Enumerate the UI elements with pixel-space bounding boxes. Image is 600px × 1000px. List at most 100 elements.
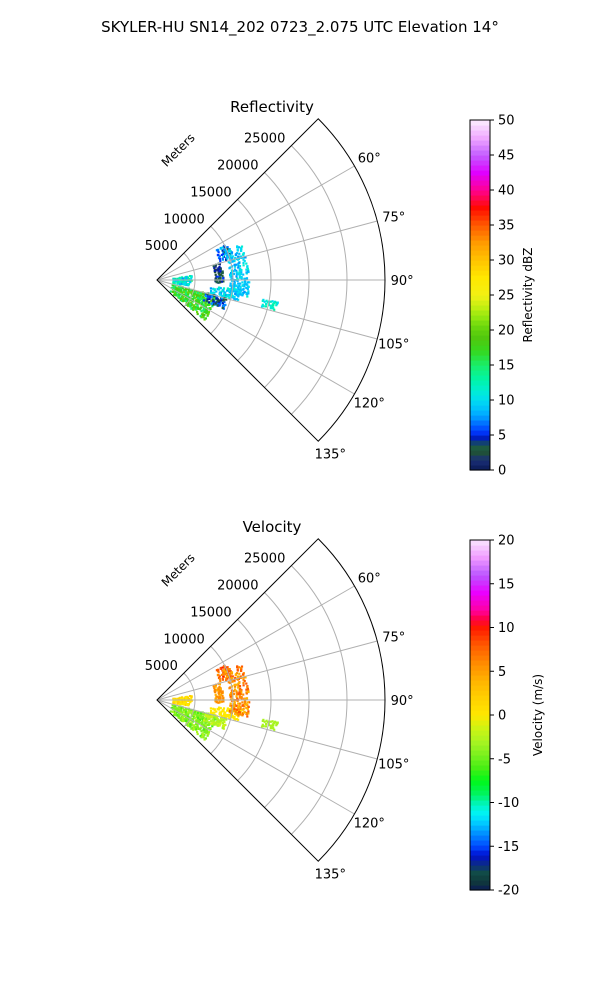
colorbar-band (470, 850, 490, 856)
colorbar-band (470, 180, 490, 186)
echo-point (226, 246, 229, 249)
echo-point (230, 273, 233, 276)
sector-outline (156, 118, 386, 442)
echo-point (208, 301, 211, 304)
echo-point (190, 695, 193, 698)
colorbar-band (470, 195, 490, 201)
echo-point (202, 316, 205, 319)
echo-point (238, 681, 241, 684)
colorbar-label: Reflectivity dBZ (521, 248, 535, 343)
echo-point (201, 300, 204, 303)
echo-point (247, 705, 250, 708)
echo-point (203, 738, 206, 741)
colorbar-band (470, 345, 490, 351)
colorbar-band (470, 770, 490, 776)
colorbar-band (470, 380, 490, 386)
echo-point (218, 699, 221, 702)
echo-point (205, 730, 208, 733)
echo-point (246, 288, 249, 291)
echo-point (270, 300, 273, 303)
echo-point (206, 293, 209, 296)
colorbar-band (470, 595, 490, 601)
colorbar-band (470, 655, 490, 661)
colorbar-band (470, 695, 490, 701)
echo-point (234, 710, 237, 713)
echo-point (207, 723, 210, 726)
colorbar-band (470, 645, 490, 651)
colorbar-band (470, 315, 490, 321)
reflectivity-colorbar: Reflectivity dBZ 0 5 10 15 20 25 30 35 40 45 50 (469, 114, 535, 479)
echo-point (269, 727, 272, 730)
echo-point (171, 290, 174, 293)
echo-point (180, 702, 183, 705)
echo-point (261, 719, 264, 722)
echo-point (178, 296, 181, 299)
echo-point (229, 670, 232, 673)
echo-point (237, 282, 240, 285)
echo-point (236, 246, 239, 249)
echo-point (236, 678, 239, 681)
azimuth-tick-label: 120° (354, 817, 385, 832)
colorbar-band (470, 855, 490, 861)
echo-point (222, 299, 225, 302)
echo-point (233, 268, 236, 271)
echo-point (238, 704, 241, 707)
echo-point (242, 711, 245, 714)
colorbar-band (470, 275, 490, 281)
echo-point (248, 701, 251, 704)
colorbar-tick-label: 0 (498, 464, 506, 479)
echo-point (201, 720, 204, 723)
echo-point (216, 669, 219, 672)
panel-title: Reflectivity (230, 98, 314, 116)
grid (156, 145, 385, 415)
echo-point (220, 297, 223, 300)
colorbar-band (470, 225, 490, 231)
echo-point (245, 291, 248, 294)
echo-layer (169, 244, 279, 321)
colorbar-band (470, 610, 490, 616)
echo-point (208, 717, 211, 721)
echo-point (195, 300, 198, 303)
echo-point (184, 701, 187, 704)
echo-point (239, 687, 242, 690)
echo-point (173, 710, 176, 713)
echo-point (188, 700, 192, 703)
colorbar-band (470, 860, 490, 866)
colorbar-band (470, 885, 490, 891)
echo-point (243, 703, 246, 706)
echo-point (219, 260, 222, 263)
echo-point (200, 301, 203, 304)
echo-point (179, 299, 182, 302)
echo-point (181, 701, 185, 704)
colorbar-band (470, 390, 490, 396)
echo-point (237, 702, 240, 705)
echo-point (220, 299, 223, 302)
echo-point (190, 727, 193, 730)
echo-point (179, 297, 182, 300)
echo-point (219, 292, 223, 295)
echo-point (233, 683, 236, 686)
echo-point (177, 701, 180, 704)
echo-point (226, 677, 229, 680)
echo-point (221, 690, 224, 693)
echo-point (199, 713, 202, 716)
echo-point (211, 725, 214, 728)
echo-point (205, 717, 208, 720)
echo-point (210, 300, 213, 303)
echo-point (240, 698, 243, 701)
echo-point (247, 285, 250, 288)
colorbar-tick-label: 0 (498, 709, 506, 724)
echo-point (184, 299, 187, 302)
echo-point (176, 709, 179, 712)
echo-point (171, 284, 174, 287)
echo-point (206, 294, 209, 297)
echo-point (238, 666, 241, 669)
echo-point (215, 695, 218, 698)
echo-point (190, 277, 193, 280)
echo-point (221, 249, 224, 252)
echo-point (228, 708, 231, 711)
echo-point (219, 666, 222, 670)
echo-point (226, 666, 229, 669)
colorbar-band (470, 665, 490, 671)
echo-point (261, 303, 264, 306)
